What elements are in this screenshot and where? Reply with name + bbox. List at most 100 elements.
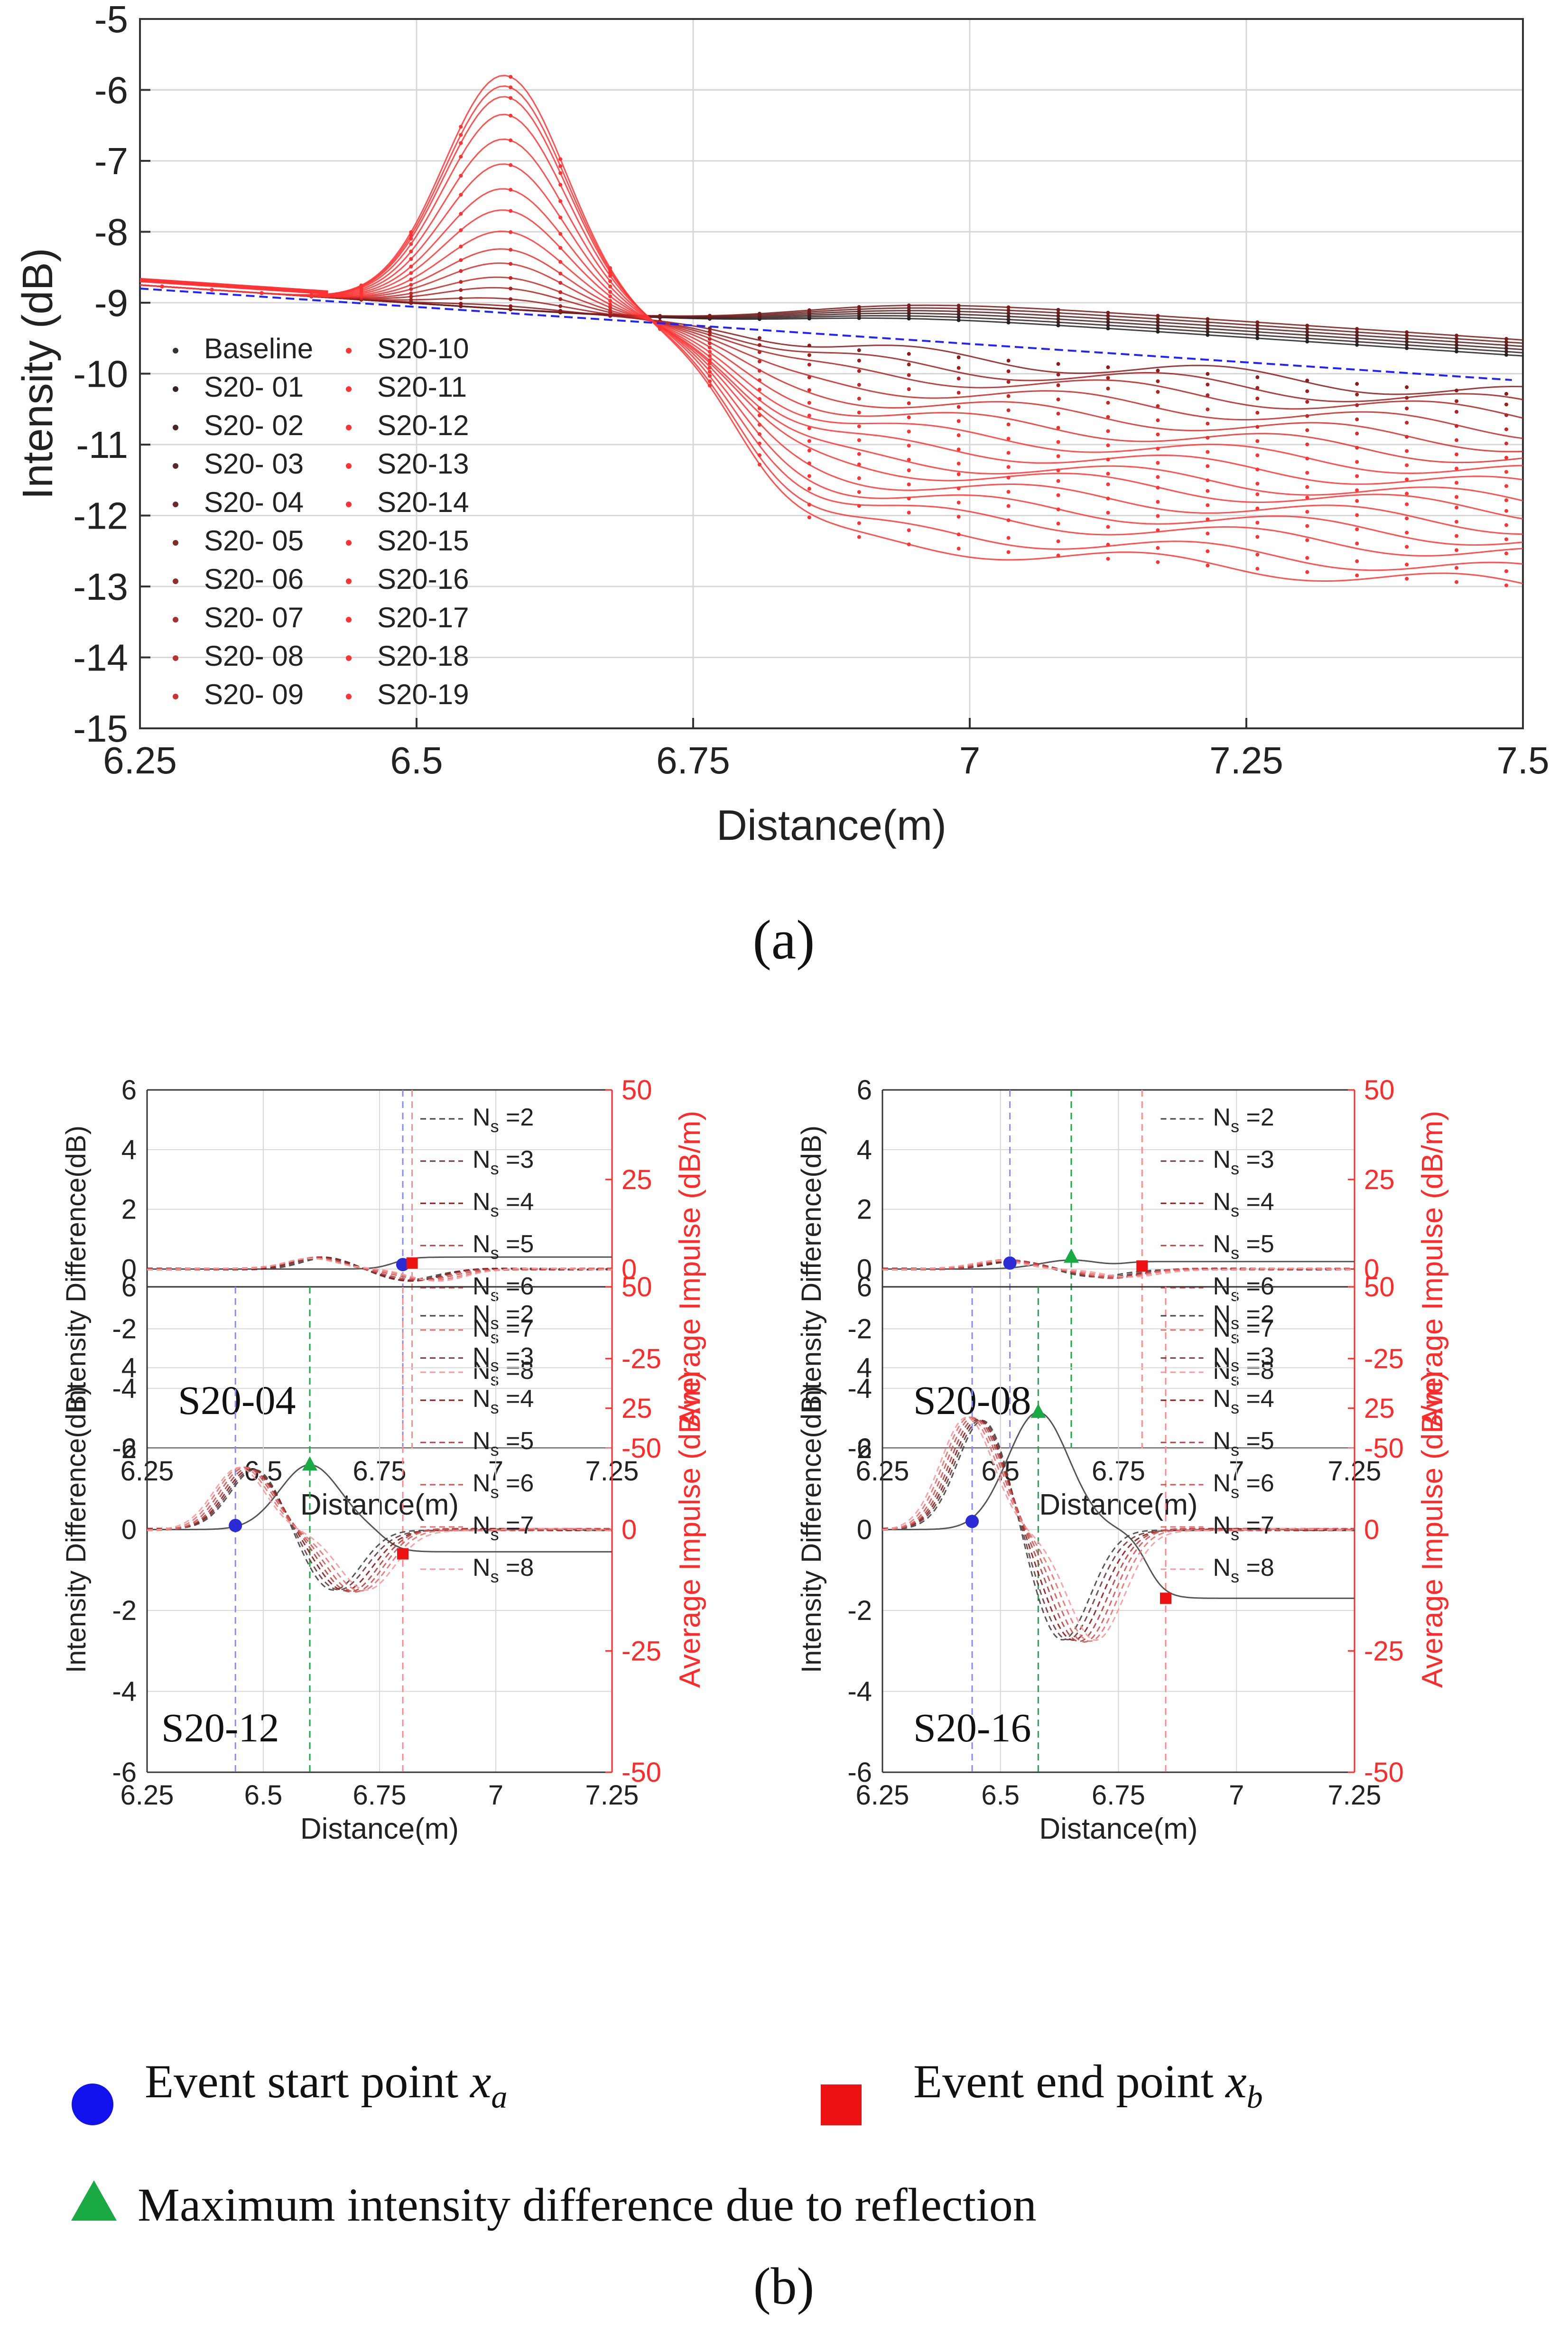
series-point <box>1106 323 1110 327</box>
series-point <box>1106 376 1110 380</box>
y-tick-label: -6 <box>112 1757 137 1788</box>
y2-tick-label: -25 <box>622 1343 661 1374</box>
series-point <box>707 329 712 334</box>
y2-axis-label: Average Impulse (dB/m) <box>674 1111 706 1427</box>
series-point <box>1206 436 1210 440</box>
legend-label: Ns =6 <box>1213 1470 1274 1502</box>
series-point <box>409 287 413 291</box>
legend-label: Ns =3 <box>473 1343 534 1375</box>
series-point <box>1056 362 1060 366</box>
series-point <box>459 301 463 306</box>
series-point <box>1305 428 1309 432</box>
y-axis-label: Intensity Difference(dB) <box>796 1126 827 1413</box>
legend-label: Ns =4 <box>473 1385 534 1417</box>
impulse-line <box>147 1467 612 1591</box>
series-point <box>459 193 463 197</box>
series-point <box>1006 504 1011 508</box>
legend-label: Ns =8 <box>1213 1554 1274 1586</box>
series-point <box>1255 439 1260 443</box>
legend-label: Ns =5 <box>473 1230 534 1263</box>
x-tick-label: 6.5 <box>390 739 443 781</box>
series-point <box>1455 343 1459 347</box>
series-point <box>857 452 861 456</box>
series-point <box>1156 369 1160 373</box>
series-point <box>1504 509 1509 513</box>
series-point <box>509 230 513 234</box>
series-point <box>907 306 911 310</box>
series-point <box>857 358 861 363</box>
series-point <box>1006 305 1011 309</box>
legend-marker <box>173 655 178 661</box>
series-point <box>757 397 761 401</box>
legend-label: S20-18 <box>377 640 469 672</box>
y-axis-label: Intensity Difference(dB) <box>61 1386 92 1673</box>
subplot-s20-12: 6.25 6.5 6.75 7 7.25 -6 -4 -2 0 2 4 6 -50 -25 0 25 50 Dis… <box>61 1272 706 1845</box>
series-point <box>1156 500 1160 504</box>
series-point <box>1006 320 1011 325</box>
series-point <box>857 369 861 373</box>
series-point <box>1106 557 1110 561</box>
series-point <box>857 397 861 401</box>
y2-axis-label: Average Impulse (dB/m) <box>674 1371 706 1688</box>
series-point <box>409 230 413 234</box>
y-tick-label: -8 <box>94 211 128 253</box>
series-point <box>956 433 961 437</box>
series-point <box>459 280 463 284</box>
series-point <box>1056 323 1060 327</box>
impulse-line <box>147 1257 612 1282</box>
series-point <box>608 279 612 283</box>
series-point <box>459 296 463 300</box>
y-tick-label: -10 <box>73 353 128 395</box>
series-point <box>807 487 811 491</box>
series-point <box>509 307 513 311</box>
series-line <box>139 163 1523 520</box>
series-point <box>857 521 861 525</box>
series-point <box>309 293 314 297</box>
series-line <box>139 138 1523 535</box>
legend-marker <box>346 655 352 661</box>
legend-marker <box>346 540 352 546</box>
series-point <box>956 419 961 423</box>
series-point <box>1504 402 1509 407</box>
series-point <box>757 388 761 392</box>
series-point <box>1156 447 1160 451</box>
series-point <box>1106 542 1110 547</box>
legend-label: S20-13 <box>377 448 469 480</box>
series-point <box>1355 340 1359 344</box>
legend-marker <box>346 386 352 392</box>
series-point <box>757 336 761 340</box>
y-tick-label: 2 <box>121 1433 137 1464</box>
x-tick-label: 7 <box>1229 1780 1244 1811</box>
y2-tick-label: 0 <box>1364 1515 1379 1545</box>
series-point <box>1504 392 1509 396</box>
series-point <box>1455 334 1459 338</box>
x-tick-label: 7 <box>488 1780 503 1811</box>
series-point <box>459 212 463 216</box>
x-tick-label: 6.25 <box>121 1780 174 1811</box>
series-point <box>1255 336 1260 340</box>
series-point <box>1206 563 1210 567</box>
series-point <box>1255 492 1260 496</box>
series-point <box>1006 518 1011 522</box>
y-tick-label: -4 <box>112 1676 137 1707</box>
series-point <box>807 353 811 357</box>
series-point <box>757 369 761 373</box>
series-point <box>1455 340 1459 344</box>
series-point <box>1355 573 1359 577</box>
series-point <box>1156 546 1160 550</box>
legend-label: Ns =4 <box>1213 1188 1274 1220</box>
legend-marker <box>346 617 352 623</box>
series-point <box>707 350 712 354</box>
series-point <box>1504 413 1509 417</box>
series-point <box>1405 516 1409 521</box>
impulse-line <box>882 1418 1355 1642</box>
legend-label: S20- 01 <box>204 371 304 403</box>
x-axis-label: Distance(m) <box>716 802 946 849</box>
series-point <box>1056 397 1060 401</box>
series-point <box>807 413 811 418</box>
y2-tick-label: -50 <box>622 1433 661 1464</box>
legend-label: Ns =6 <box>473 1470 534 1502</box>
series-point <box>1106 326 1110 331</box>
event-end-point <box>1160 1592 1171 1604</box>
series-point <box>1405 333 1409 337</box>
